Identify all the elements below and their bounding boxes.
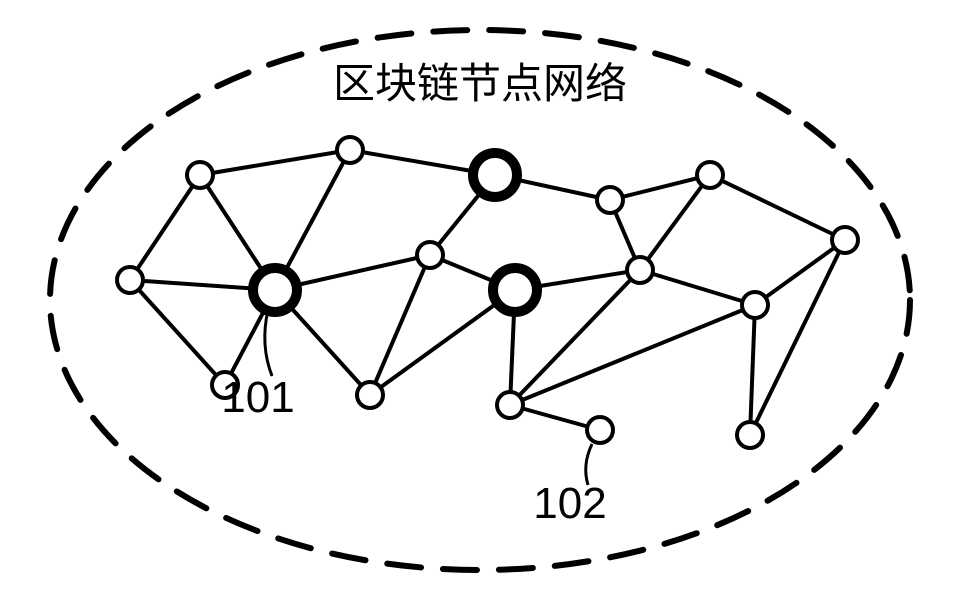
edge bbox=[750, 240, 845, 435]
node-small bbox=[597, 187, 623, 213]
network-diagram: 区块链节点网络 101 102 bbox=[0, 0, 960, 599]
node-small bbox=[187, 162, 213, 188]
edge bbox=[130, 280, 225, 385]
edge bbox=[750, 305, 755, 435]
node-small bbox=[497, 392, 523, 418]
edge bbox=[710, 175, 845, 240]
diagram-title: 区块链节点网络 bbox=[333, 60, 627, 107]
edge bbox=[130, 175, 200, 280]
node-small bbox=[357, 382, 383, 408]
node-small bbox=[117, 267, 143, 293]
node-small bbox=[337, 137, 363, 163]
node-small bbox=[832, 227, 858, 253]
edge bbox=[510, 305, 755, 405]
label-pointer bbox=[265, 310, 272, 376]
node-large bbox=[253, 268, 297, 312]
node-small bbox=[627, 257, 653, 283]
node-large bbox=[473, 153, 517, 197]
node-small bbox=[737, 422, 763, 448]
diagram-container: 区块链节点网络 101 102 bbox=[0, 0, 960, 599]
node-small bbox=[697, 162, 723, 188]
node-small bbox=[417, 242, 443, 268]
edge bbox=[755, 240, 845, 305]
node-label: 102 bbox=[533, 479, 606, 528]
edge bbox=[200, 150, 350, 175]
node-large bbox=[493, 268, 537, 312]
node-small bbox=[742, 292, 768, 318]
boundary-ellipse bbox=[50, 30, 910, 570]
node-label: 101 bbox=[221, 373, 294, 422]
node-small bbox=[587, 417, 613, 443]
edge bbox=[640, 270, 755, 305]
